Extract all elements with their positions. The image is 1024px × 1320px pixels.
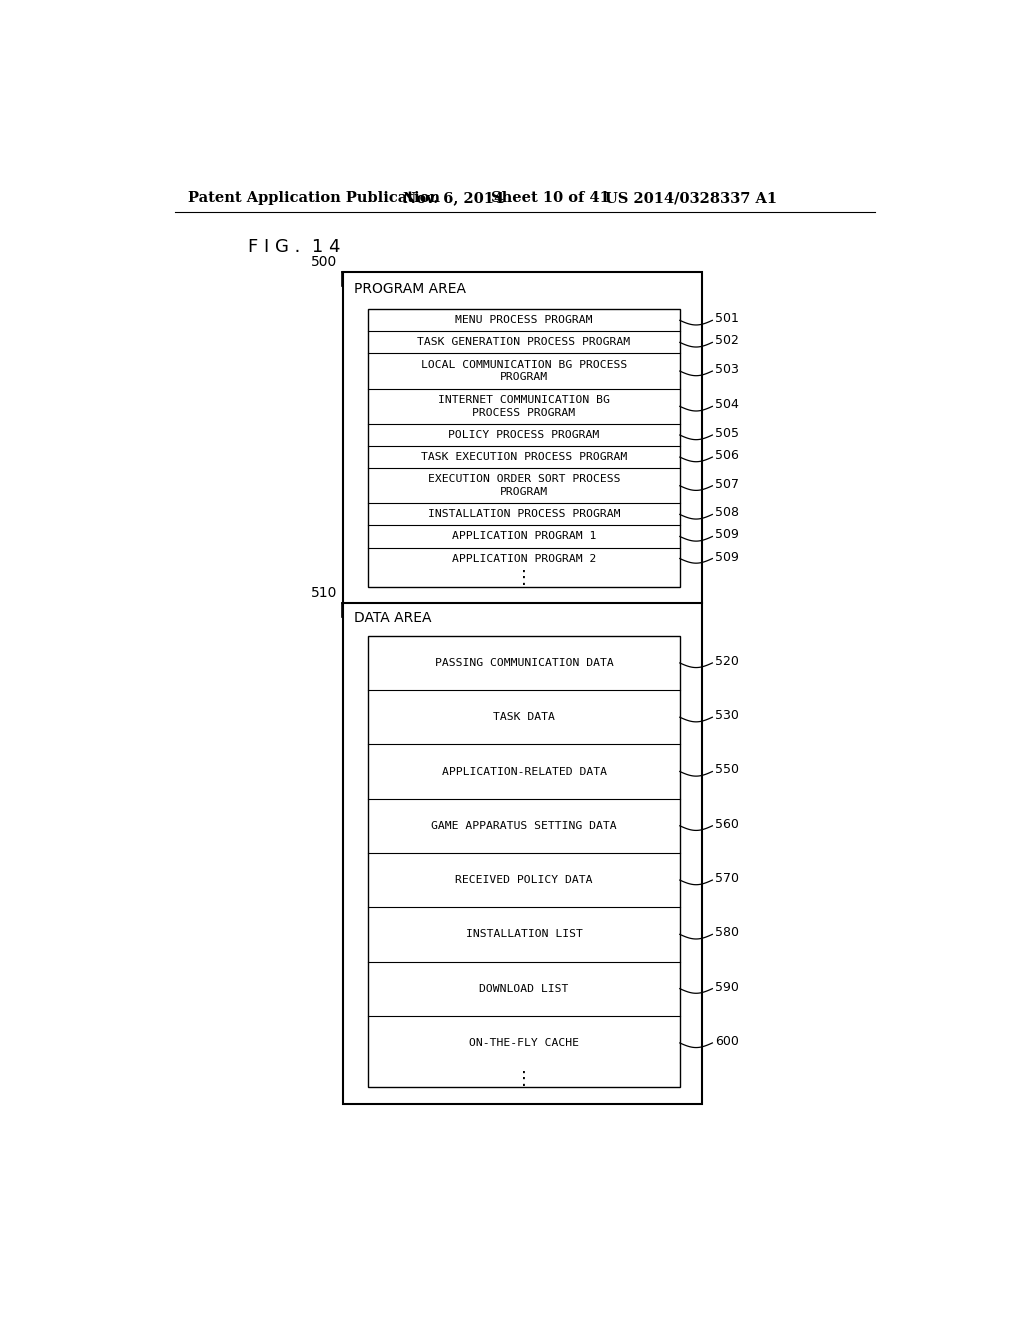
Text: INSTALLATION PROCESS PROGRAM: INSTALLATION PROCESS PROGRAM [428,510,621,520]
Text: ⋮: ⋮ [515,1069,534,1088]
Text: PROGRAM AREA: PROGRAM AREA [354,281,466,296]
Text: 570: 570 [716,873,739,884]
Text: TASK GENERATION PROCESS PROGRAM: TASK GENERATION PROCESS PROGRAM [418,338,631,347]
Text: MENU PROCESS PROGRAM: MENU PROCESS PROGRAM [456,315,593,325]
Bar [369,309,680,586]
Text: 500: 500 [311,255,337,269]
Text: ON-THE-FLY CACHE: ON-THE-FLY CACHE [469,1038,579,1048]
Text: 590: 590 [716,981,739,994]
Text: TASK EXECUTION PROCESS PROGRAM: TASK EXECUTION PROCESS PROGRAM [421,451,627,462]
Text: 510: 510 [311,586,337,601]
Text: POLICY PROCESS PROGRAM: POLICY PROCESS PROGRAM [449,430,600,440]
Text: EXECUTION ORDER SORT PROCESS
PROGRAM: EXECUTION ORDER SORT PROCESS PROGRAM [428,474,621,498]
Text: 509: 509 [716,550,739,564]
Text: INSTALLATION LIST: INSTALLATION LIST [466,929,583,940]
Text: 505: 505 [716,426,739,440]
Text: PASSING COMMUNICATION DATA: PASSING COMMUNICATION DATA [434,657,613,668]
Text: ⋮: ⋮ [515,569,534,587]
Bar [369,636,680,1088]
Text: 520: 520 [716,655,739,668]
Text: APPLICATION PROGRAM 2: APPLICATION PROGRAM 2 [452,553,596,564]
Text: GAME APPARATUS SETTING DATA: GAME APPARATUS SETTING DATA [431,821,616,830]
Text: US 2014/0328337 A1: US 2014/0328337 A1 [604,191,777,206]
Text: 560: 560 [716,818,739,830]
Text: APPLICATION PROGRAM 1: APPLICATION PROGRAM 1 [452,532,596,541]
Text: 506: 506 [716,449,739,462]
Text: LOCAL COMMUNICATION BG PROCESS
PROGRAM: LOCAL COMMUNICATION BG PROCESS PROGRAM [421,359,627,383]
Text: DATA AREA: DATA AREA [354,611,432,626]
Text: 580: 580 [716,927,739,940]
Text: TASK DATA: TASK DATA [494,713,555,722]
Text: RECEIVED POLICY DATA: RECEIVED POLICY DATA [456,875,593,886]
Text: 530: 530 [716,709,739,722]
Text: 507: 507 [716,478,739,491]
Text: F I G .  1 4: F I G . 1 4 [248,238,341,256]
Bar [343,272,701,1104]
Text: DOWNLOAD LIST: DOWNLOAD LIST [479,983,568,994]
Text: 550: 550 [716,763,739,776]
Text: 508: 508 [716,507,739,519]
Text: 502: 502 [716,334,739,347]
Text: 509: 509 [716,528,739,541]
Text: 503: 503 [716,363,739,376]
Text: Patent Application Publication: Patent Application Publication [188,191,440,206]
Text: 504: 504 [716,399,739,412]
Text: 501: 501 [716,313,739,325]
Text: APPLICATION-RELATED DATA: APPLICATION-RELATED DATA [441,767,606,776]
Text: Sheet 10 of 41: Sheet 10 of 41 [490,191,609,206]
Text: INTERNET COMMUNICATION BG
PROCESS PROGRAM: INTERNET COMMUNICATION BG PROCESS PROGRA… [438,395,610,417]
Text: 600: 600 [716,1035,739,1048]
Text: Nov. 6, 2014: Nov. 6, 2014 [403,191,504,206]
